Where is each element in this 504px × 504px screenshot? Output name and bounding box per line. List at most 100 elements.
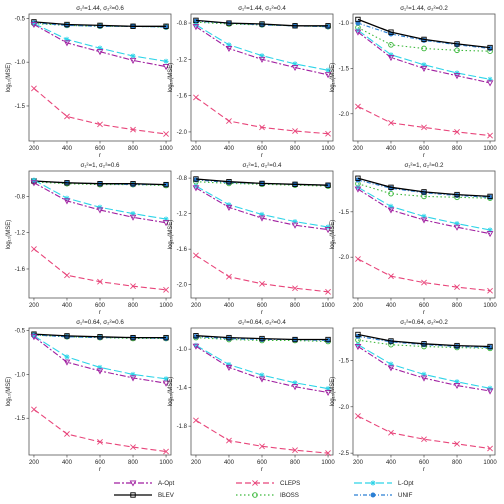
subplot-panel: σ₁²=0.64, σ₂²=0.4 200 400 600 800 1000 r -1.0 -1… xyxy=(168,319,335,473)
series-line xyxy=(195,97,329,135)
x-tick-label: 600 xyxy=(257,460,268,466)
data-point xyxy=(421,341,427,347)
data-point xyxy=(292,219,298,225)
series-a-opt xyxy=(354,344,494,395)
y-tick-label: -1.8 xyxy=(177,424,188,430)
series-l-opt xyxy=(193,22,331,73)
subplot-panel: σ₁²=0.64, σ₂²=0.2 200 400 600 800 1000 r -1.5 -2… xyxy=(330,319,497,473)
data-point xyxy=(454,41,460,47)
series-blev xyxy=(31,19,169,29)
y-tick-label: -0.8 xyxy=(177,21,188,27)
x-tick-label: 400 xyxy=(224,303,235,309)
panel-title: σ₁²=1, σ₂²=0.2 xyxy=(405,162,445,169)
data-point xyxy=(130,283,136,290)
data-point xyxy=(453,382,461,390)
data-point xyxy=(63,40,71,47)
data-point xyxy=(486,80,494,87)
data-point xyxy=(63,198,71,205)
data-point xyxy=(31,333,37,339)
x-axis-label: r xyxy=(99,467,101,473)
series-unif xyxy=(355,177,493,200)
data-point xyxy=(421,36,427,43)
data-point xyxy=(325,386,331,392)
x-axis-label: r xyxy=(99,310,101,316)
data-point xyxy=(97,438,103,445)
data-point xyxy=(454,440,460,447)
data-point xyxy=(291,384,299,391)
series-a-opt xyxy=(354,29,494,87)
data-point xyxy=(354,186,362,193)
x-tick-label: 200 xyxy=(353,303,364,309)
x-tick-label: 1000 xyxy=(321,303,335,309)
panel-title: σ₁²=0.64, σ₂²=0.2 xyxy=(400,319,448,326)
data-point xyxy=(388,429,394,436)
x-tick-label: 1000 xyxy=(321,460,335,466)
y-tick-label: -0.5 xyxy=(15,16,26,22)
series-a-opt xyxy=(192,185,332,234)
data-point xyxy=(325,336,331,343)
data-point xyxy=(325,23,331,29)
y-axis-label: log₁₀(MSE) xyxy=(6,220,12,250)
data-point xyxy=(388,184,394,190)
data-point xyxy=(64,113,70,120)
data-point xyxy=(30,21,38,29)
series-blev xyxy=(355,16,493,51)
y-tick-label: -2.5 xyxy=(339,451,350,457)
series-line xyxy=(357,27,491,52)
y-tick-label: -1.2 xyxy=(177,57,188,63)
series-blev xyxy=(193,176,331,188)
x-tick-label: 800 xyxy=(452,460,463,466)
data-point xyxy=(292,128,298,134)
data-point xyxy=(292,285,298,292)
series-line xyxy=(195,24,329,71)
data-point xyxy=(193,417,199,424)
data-point xyxy=(163,181,169,188)
data-point xyxy=(387,365,395,372)
data-point xyxy=(387,55,395,62)
y-tick-label: -2.0 xyxy=(339,112,350,118)
series-line xyxy=(357,346,491,392)
y-axis-label: log₁₀(MSE) xyxy=(6,63,12,93)
data-point xyxy=(487,343,493,350)
series-cleps xyxy=(355,413,493,452)
x-tick-label: 400 xyxy=(62,146,73,152)
x-tick-label: 1000 xyxy=(483,303,497,309)
data-point xyxy=(226,202,232,208)
data-point xyxy=(324,227,332,234)
series-cleps xyxy=(193,94,331,137)
legend-item-cleps: CLEPS xyxy=(236,480,300,487)
data-point xyxy=(388,273,394,280)
series-a-opt xyxy=(30,334,170,387)
legend-marker xyxy=(129,480,137,487)
data-point xyxy=(421,45,427,52)
data-point xyxy=(388,361,394,367)
data-point xyxy=(454,191,460,198)
data-point xyxy=(487,227,493,233)
subplot-panel: σ₁²=1, σ₂²=0.4 200 400 600 800 1000 r -0.8 -1.2 -… xyxy=(168,162,335,316)
series-l-opt xyxy=(31,21,169,64)
x-tick-label: 200 xyxy=(353,460,364,466)
x-tick-label: 800 xyxy=(290,146,301,152)
y-tick-label: -1.5 xyxy=(15,416,26,422)
data-point xyxy=(325,130,331,137)
data-point xyxy=(30,334,38,341)
x-tick-label: 200 xyxy=(353,146,364,152)
y-tick-label: -2.0 xyxy=(339,255,350,261)
subplot-panel: σ₁²=1, σ₂²=0.2 200 400 600 800 1000 r -1.5 -2.0l… xyxy=(330,162,497,316)
data-point xyxy=(388,29,394,35)
subplot-panel: σ₁²=1.44, σ₂²=0.2 200 400 600 800 1000 r -1.0 -1… xyxy=(330,5,497,159)
x-tick-label: 400 xyxy=(386,146,397,152)
data-point xyxy=(225,364,233,371)
data-point xyxy=(192,24,200,31)
x-axis-label: r xyxy=(423,310,425,316)
series-a-opt xyxy=(354,186,494,238)
data-point xyxy=(292,61,298,67)
data-point xyxy=(31,85,37,92)
y-tick-label: -1.2 xyxy=(177,212,188,218)
data-point xyxy=(354,344,362,351)
x-tick-label: 600 xyxy=(257,146,268,152)
series-l-opt xyxy=(31,177,169,222)
data-point xyxy=(292,336,298,343)
x-tick-label: 200 xyxy=(29,460,40,466)
data-point xyxy=(130,181,136,187)
